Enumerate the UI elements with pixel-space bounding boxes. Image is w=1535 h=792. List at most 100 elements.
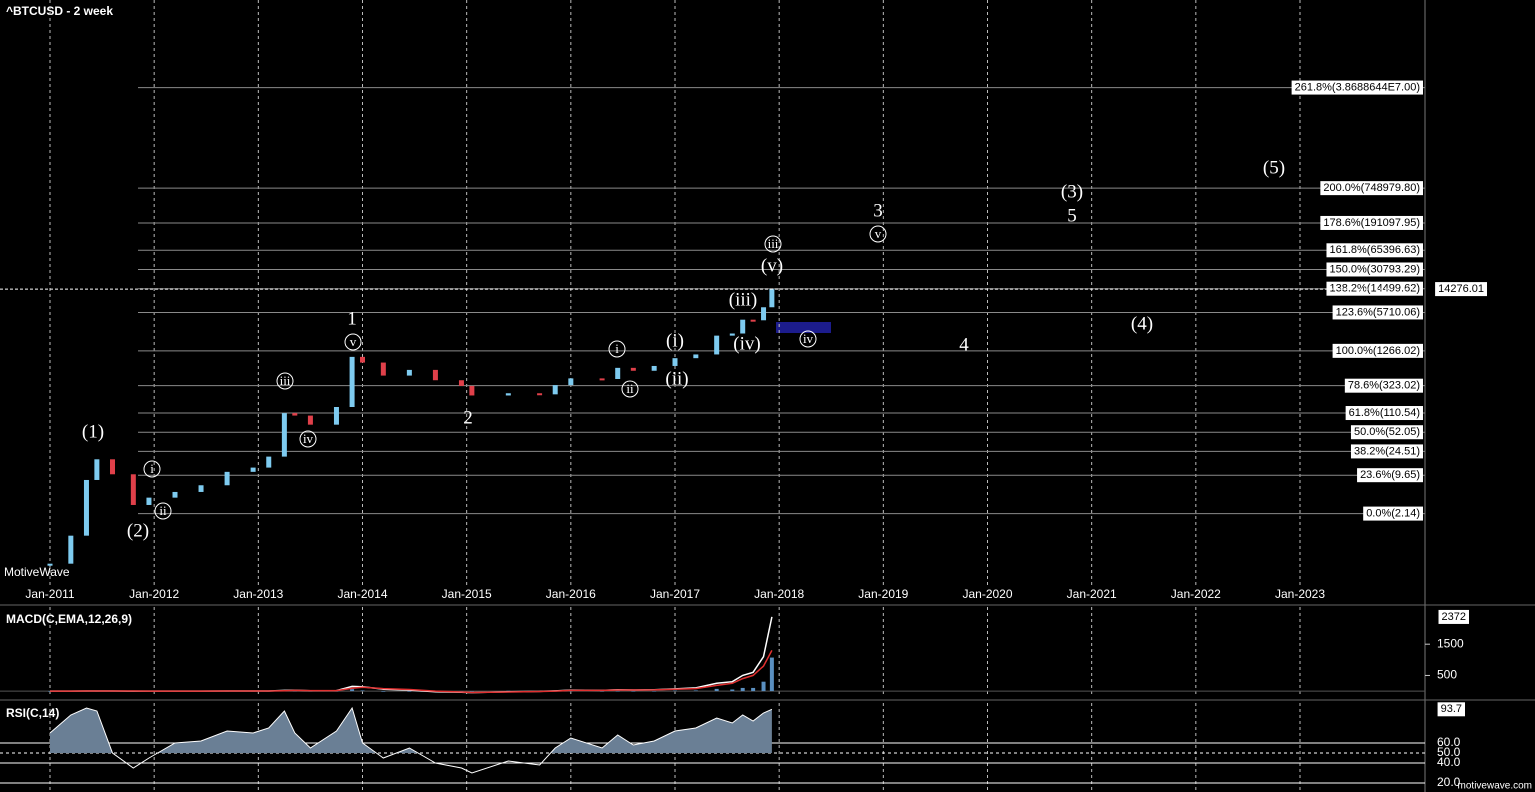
wave-label: (ii): [665, 368, 688, 389]
candle: [360, 356, 365, 363]
wave-circle: [621, 380, 639, 398]
wave-label: 4: [959, 334, 969, 355]
fib-label-box: [1320, 181, 1423, 196]
wave-circle: [143, 460, 161, 478]
fib-label-box: [1344, 378, 1423, 393]
fib-label-box: [1363, 506, 1423, 521]
candle: [281, 413, 287, 457]
candle: [83, 479, 89, 536]
wave-circle: [344, 333, 362, 351]
x-tick-label: Jan-2016: [546, 587, 596, 601]
fib-label: 61.8%(110.54): [1349, 407, 1420, 419]
fib-label: 138.2%(14499.62): [1329, 283, 1420, 295]
fib-label: 261.8%(3.8688644E7.00): [1295, 81, 1420, 93]
wave-label: 2: [463, 407, 473, 428]
x-tick-label: Jan-2013: [233, 587, 283, 601]
candle: [307, 415, 313, 425]
wave-circle: [799, 330, 817, 348]
candle: [568, 378, 574, 386]
last-value-label: 93.7: [1441, 703, 1462, 715]
candle: [769, 289, 775, 308]
candle: [333, 406, 339, 425]
histogram-bar: [381, 691, 386, 692]
last-price-box: [1435, 282, 1487, 297]
wave-circle: [764, 235, 782, 253]
wave-label: 1: [347, 308, 357, 329]
fib-label-box: [1332, 305, 1423, 320]
fib-label: 161.8%(65396.63): [1329, 244, 1420, 256]
y-tick-label: 50.0: [1437, 745, 1461, 759]
wave-label: (3): [1061, 181, 1083, 202]
fib-label: 100.0%(1266.02): [1336, 345, 1420, 357]
wave-label: (iii): [729, 289, 758, 310]
fib-label: 200.0%(748979.80): [1323, 182, 1420, 194]
last-price-label: 14276.01: [1438, 283, 1484, 295]
candle: [110, 459, 115, 475]
fib-label: 123.6%(5710.06): [1336, 306, 1420, 318]
fib-label-box: [1320, 215, 1423, 230]
histogram-bar: [292, 690, 297, 692]
wave-label: (i): [666, 330, 684, 351]
candle: [761, 307, 767, 321]
wave-label: ii: [159, 503, 167, 518]
wave-label: 3: [873, 200, 883, 221]
fib-label: 0.0%(2.14): [1366, 507, 1420, 519]
candle: [729, 333, 735, 336]
last-value-box: [1437, 702, 1465, 717]
wave-label: iii: [280, 373, 291, 388]
candle: [146, 497, 152, 505]
candle: [615, 367, 621, 379]
candle: [266, 456, 272, 468]
candle: [432, 369, 438, 381]
fib-label-box: [1332, 343, 1423, 358]
wave-circle: [154, 502, 172, 520]
histogram-bar: [600, 691, 605, 692]
histogram-bar: [407, 691, 412, 692]
candle: [47, 563, 53, 566]
wave-label: (2): [127, 520, 149, 541]
macd-title: MACD(C,EMA,12,26,9): [6, 612, 132, 626]
candle: [740, 319, 746, 334]
histogram-bar: [730, 689, 735, 692]
fib-label-box: [1291, 80, 1423, 95]
fib-label: 78.6%(323.02): [1348, 380, 1420, 392]
fib-label: 23.6%(9.65): [1360, 469, 1420, 481]
fib-label-box: [1326, 262, 1423, 277]
candle: [458, 380, 464, 386]
candle: [552, 385, 558, 395]
y-tick-label: 60.0: [1437, 735, 1461, 749]
y-tick-label: 20.0: [1437, 775, 1461, 789]
histogram-bar: [761, 681, 766, 692]
histogram-bar: [714, 688, 719, 692]
wave-label: v: [875, 226, 882, 241]
wave-circle: [608, 340, 626, 358]
fib-label-box: [1345, 406, 1423, 421]
candle: [651, 365, 657, 371]
wave-label: iv: [803, 331, 814, 346]
last-value-label: 2372: [1442, 611, 1466, 623]
x-tick-label: Jan-2012: [129, 587, 179, 601]
candle: [198, 485, 204, 492]
candle: [599, 378, 605, 381]
fib-label: 150.0%(30793.29): [1329, 263, 1420, 275]
candle: [406, 369, 412, 376]
wave-label: (5): [1263, 157, 1285, 178]
y-tick-label: 500: [1437, 668, 1457, 682]
wave-label: (1): [82, 421, 104, 442]
candle: [750, 319, 756, 322]
histogram-bar: [652, 691, 657, 692]
last-value-box: [1438, 609, 1469, 624]
candle: [130, 474, 136, 505]
candle: [380, 362, 386, 376]
fib-label-box: [1326, 281, 1423, 296]
x-tick-label: Jan-2017: [650, 587, 700, 601]
wave-label: v: [350, 334, 357, 349]
x-tick-label: Jan-2015: [442, 587, 492, 601]
candle: [292, 413, 298, 416]
candle: [94, 459, 100, 480]
x-tick-label: Jan-2019: [858, 587, 908, 601]
x-tick-label: Jan-2011: [25, 587, 74, 601]
y-tick-label: 40.0: [1437, 755, 1461, 769]
